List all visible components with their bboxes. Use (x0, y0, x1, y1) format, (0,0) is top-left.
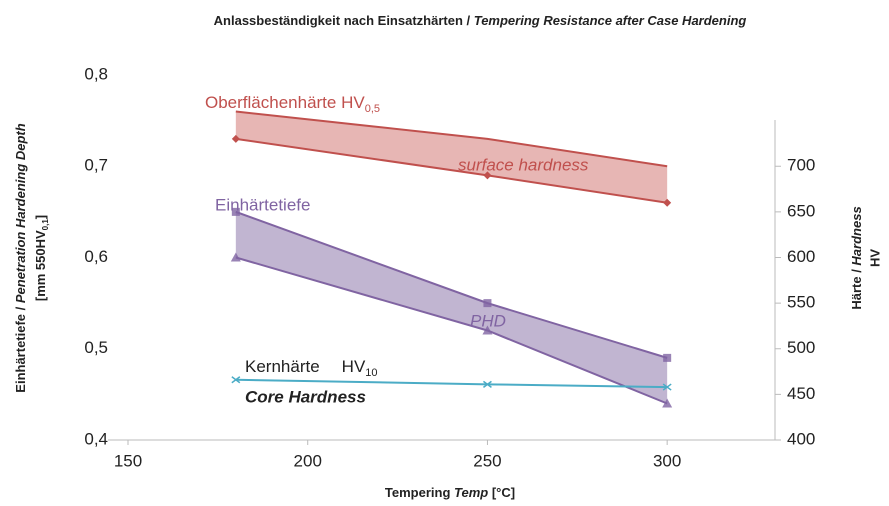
line (235, 110, 668, 168)
chart-title: Anlassbeständigkeit nach Einsatzhärten /… (214, 13, 747, 28)
y2-label: Härte / Hardness HV (849, 206, 882, 309)
title-de: Anlassbeständigkeit nach Einsatzhärten / (214, 13, 474, 28)
series-label: Kernhärte HV10 (245, 357, 378, 378)
y2-tick-label: 700 (787, 156, 815, 175)
band-label: Einhärtetiefe (215, 195, 310, 214)
x-label: Tempering Temp [°C] (385, 485, 515, 500)
y-tick-label: 0,6 (84, 247, 108, 266)
y-label-text: Einhärtetiefe / Penetration Hardening De… (13, 123, 28, 392)
x-label-de: Tempering (385, 485, 454, 500)
x-tick-label: 200 (294, 451, 322, 470)
y-unit-sub: 0,1 (41, 219, 50, 231)
y2-tick-label: 400 (787, 429, 815, 448)
x-tick-label: 250 (473, 451, 501, 470)
x-label-unit: [°C] (488, 485, 515, 500)
y2-tick-label: 450 (787, 384, 815, 403)
band-label-en: surface hardness (458, 155, 589, 174)
line (235, 210, 668, 359)
y-label: Einhärtetiefe / Penetration Hardening De… (13, 123, 50, 392)
marker (230, 252, 241, 262)
band-label-text: Oberflächenhärte HV (205, 93, 365, 112)
y2-tick-label: 650 (787, 201, 815, 220)
marker (231, 134, 240, 143)
marker (483, 171, 492, 180)
y-tick-label: 0,4 (84, 429, 108, 448)
marker (231, 376, 241, 384)
y-unit: [mm 550HV (33, 230, 48, 301)
title-en: Tempering Resistance after Case Hardenin… (474, 13, 747, 28)
y-tick-label: 0,8 (84, 64, 108, 83)
series-label-unit: HV (342, 357, 366, 376)
marker (663, 353, 672, 362)
band-fill (235, 211, 668, 404)
y2-label-de: Härte / (849, 266, 864, 310)
y2-label-unit: HV (867, 249, 882, 267)
y-label-unit: [mm 550HV0,1] (33, 215, 50, 301)
y2-tick-label: 550 (787, 293, 815, 312)
marker (662, 398, 673, 408)
y2-tick-label: 600 (787, 247, 815, 266)
band-label-sub: 0,5 (365, 103, 380, 115)
marker (663, 198, 672, 207)
band-label: Oberflächenhärte HV0,5 (205, 93, 380, 114)
marker (483, 299, 492, 308)
y-label-en: Penetration Hardening Depth (13, 123, 28, 303)
x-tick-label: 300 (653, 451, 681, 470)
band-label-en: PHD (470, 311, 506, 330)
band-fill (235, 111, 668, 203)
y2-label-text: Härte / Hardness (849, 206, 864, 309)
marker (482, 325, 493, 335)
y-label-de: Einhärtetiefe / (13, 303, 28, 393)
x-label-en: Temp (454, 485, 488, 500)
marker (662, 383, 672, 391)
series-label-text: Kernhärte (245, 357, 320, 376)
y-tick-label: 0,5 (84, 338, 108, 357)
y2-tick-label: 500 (787, 338, 815, 357)
y2-label-en: Hardness (849, 206, 864, 265)
series-label-sub: 10 (365, 367, 377, 379)
x-tick-label: 150 (114, 451, 142, 470)
y-unit-end: ] (33, 215, 48, 219)
marker (231, 207, 240, 216)
series-label-en: Core Hardness (245, 387, 366, 406)
marker (482, 380, 492, 388)
y-tick-label: 0,7 (84, 156, 108, 175)
line (235, 378, 668, 389)
